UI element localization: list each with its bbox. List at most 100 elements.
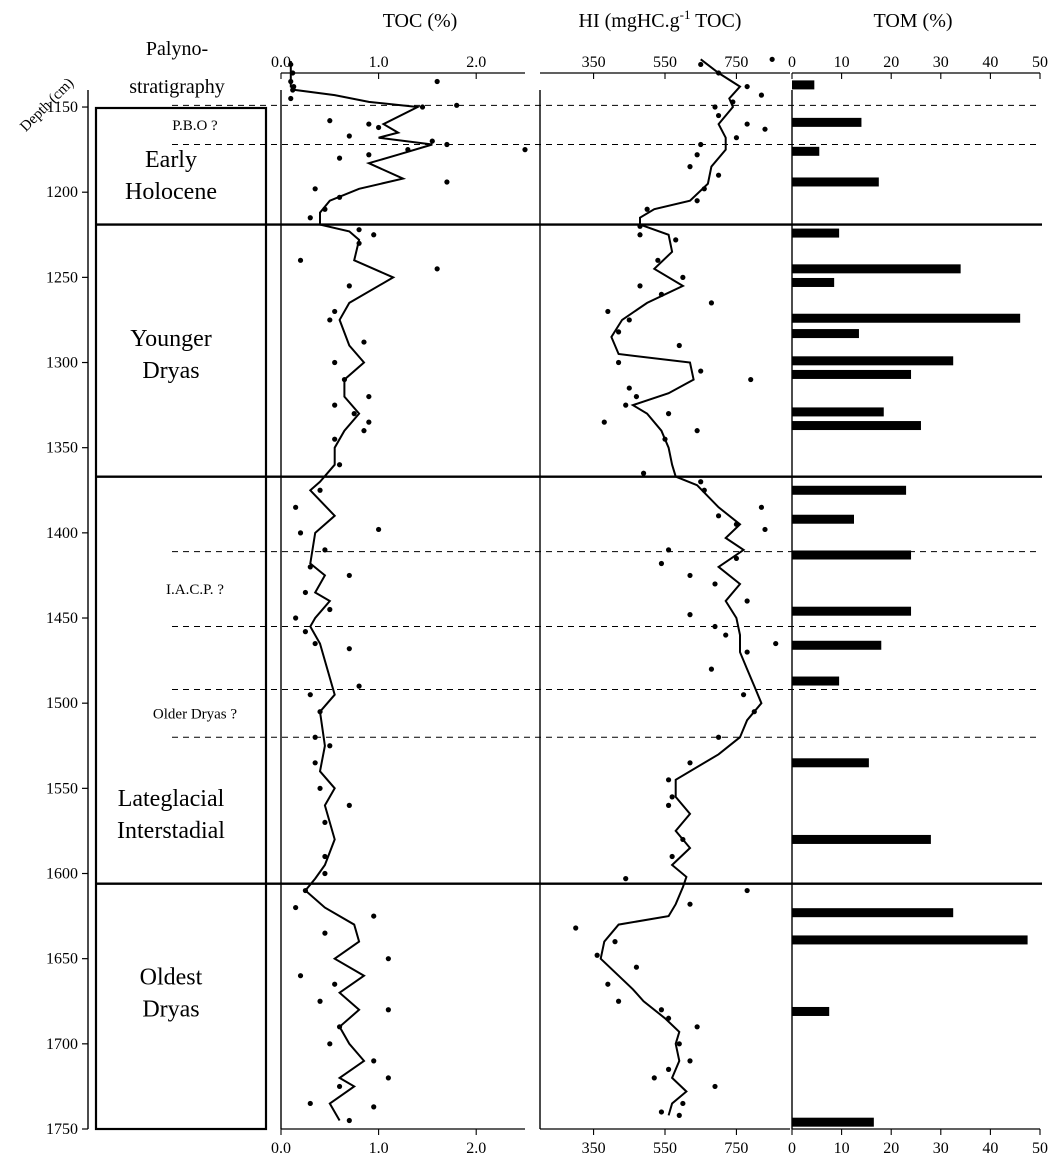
zone-label: Oldest (140, 965, 203, 991)
hi-data-point (712, 104, 718, 110)
hi-data-point (637, 283, 643, 289)
toc-data-point (346, 802, 352, 808)
toc-data-point (327, 1041, 333, 1047)
toc-data-point (317, 709, 323, 715)
hi-data-point (673, 237, 679, 243)
toc-data-point (322, 547, 328, 553)
toc-data-point (346, 283, 352, 289)
hi-data-point (680, 1100, 686, 1107)
toc-data-point (327, 606, 333, 613)
hi-data-point (676, 342, 682, 349)
hi-top-tick-label: 550 (653, 54, 677, 71)
hi-data-point (762, 526, 768, 533)
tom-top-tick-label: 10 (834, 54, 850, 71)
toc-data-point (385, 1007, 391, 1013)
toc-data-point (312, 640, 318, 647)
zone-label: Younger (130, 326, 212, 352)
tom-bar (792, 177, 879, 187)
toc-data-point (302, 887, 308, 894)
tom-bottom-tick-label: 50 (1032, 1140, 1048, 1157)
toc-top-tick-label: 2.0 (466, 54, 486, 71)
toc-data-point (327, 317, 333, 323)
grid-layer (96, 104, 1042, 885)
tom-top-tick-label: 50 (1032, 54, 1048, 71)
toc-data-point (336, 1024, 343, 1030)
toc-data-point (356, 227, 362, 233)
hi-data-point (687, 164, 693, 170)
hi-data-point (626, 385, 632, 391)
toc-data-point (366, 121, 372, 127)
toc-data-point (336, 462, 343, 468)
tom-bar (792, 356, 954, 366)
toc-top-tick-label: 0.0 (271, 54, 291, 71)
toc-data-point (434, 266, 440, 272)
hi-data-point (615, 359, 622, 366)
toc-data-point (405, 147, 411, 153)
toc-data-point (332, 359, 338, 366)
depth-tick-label: 1400 (46, 525, 78, 542)
tom-bar (792, 935, 1028, 945)
panel-frames (94, 90, 793, 1131)
toc-data-point (346, 133, 352, 139)
tom-bar (792, 146, 820, 156)
toc-data-point (288, 78, 294, 85)
toc-data-point (332, 981, 338, 987)
toc-smoothed-line (289, 61, 433, 1121)
hi-data-point (612, 939, 618, 945)
hi-data-point (723, 632, 729, 638)
hi-data-point (573, 925, 579, 931)
hi-data-point (633, 964, 640, 970)
depth-tick-label: 1250 (46, 269, 78, 286)
zone-label: Lateglacial (118, 786, 225, 812)
toc-data-point (302, 629, 308, 635)
toc-data-point (522, 147, 528, 153)
tom-bar (792, 758, 869, 768)
toc-data-point (444, 179, 450, 185)
hi-data-point (701, 186, 707, 192)
toc-data-point (322, 853, 328, 860)
hi-smoothed-line (599, 58, 763, 1116)
panel-titles: TOC (%) HI (mgHC.g-1 TOC) TOM (%) Palyno… (17, 7, 952, 135)
hi-data-point (694, 1024, 700, 1030)
toc-data-point (371, 1058, 377, 1064)
hi-data-point (733, 135, 740, 141)
toc-data-point (429, 138, 435, 144)
toc-data-point (290, 70, 296, 76)
hi-data-point (701, 487, 707, 493)
toc-bottom-tick-label: 1.0 (369, 1140, 389, 1157)
event-label: P.B.O ? (172, 118, 218, 134)
depth-tick-label: 1750 (46, 1121, 78, 1138)
hi-data-point (637, 223, 643, 229)
hi-data-point (665, 1066, 672, 1072)
hi-bottom-tick-label: 350 (582, 1140, 606, 1157)
hi-data-point (712, 623, 718, 630)
toc-data-point (444, 141, 450, 148)
hi-data-point (698, 141, 704, 148)
palynostratigraphy-column: P.B.O ? I.A.C.P. ? Older Dryas ? Early Holoc… (117, 118, 237, 1023)
hi-data-point (733, 555, 740, 562)
depth-tick-label: 1150 (47, 99, 78, 116)
toc-data-point (327, 118, 333, 124)
hi-data-point (698, 368, 704, 374)
hi-data-point (758, 92, 765, 98)
tom-bottom-tick-label: 40 (982, 1140, 998, 1157)
hi-data-point (626, 317, 632, 323)
toc-data-point (356, 240, 362, 246)
hi-data-point (712, 1083, 718, 1090)
hi-data-point (662, 436, 668, 442)
toc-data-point (297, 530, 304, 536)
toc-data-point (361, 428, 367, 434)
hi-data-point (658, 560, 665, 567)
toc-data-point (366, 419, 372, 425)
toc-data-point (371, 1104, 377, 1110)
tom-bar (792, 606, 912, 616)
hi-data-point (687, 901, 693, 907)
toc-data-point (317, 785, 323, 791)
toc-data-point (366, 393, 372, 400)
toc-data-point (312, 186, 318, 192)
tom-bar (792, 514, 854, 524)
toc-panel: 0.0 1.0 2.0 0.0 1.0 2.0 (271, 54, 528, 1157)
toc-panel-title: TOC (%) (383, 10, 458, 32)
hi-data-point (715, 172, 722, 178)
